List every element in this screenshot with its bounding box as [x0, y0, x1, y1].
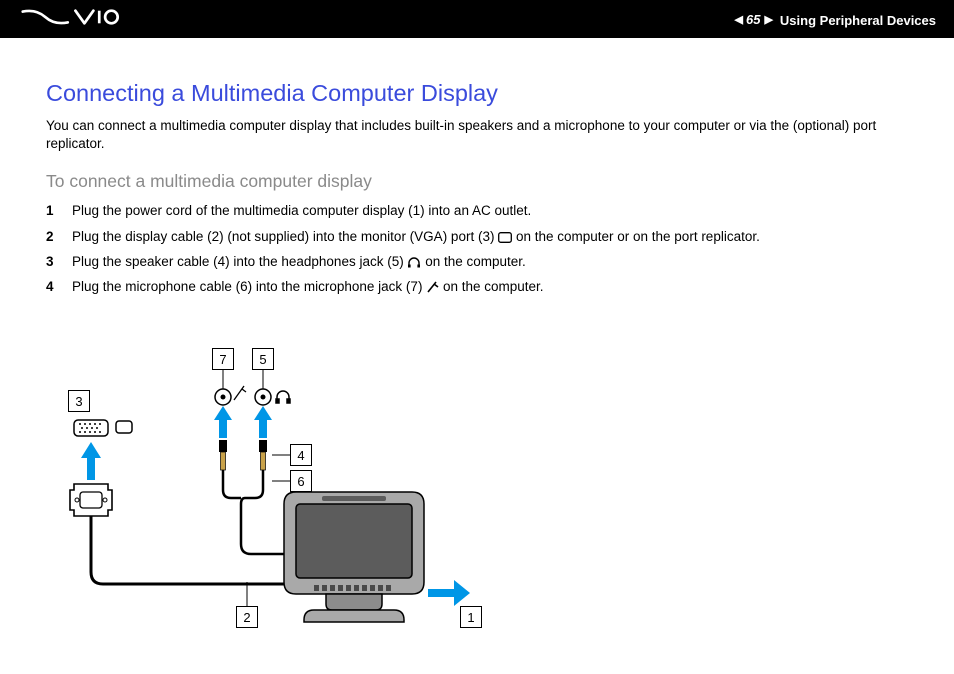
section-label: Using Peripheral Devices — [780, 13, 936, 28]
callout-2: 2 — [236, 606, 258, 628]
step-item: 4 Plug the microphone cable (6) into the … — [46, 278, 908, 296]
subtitle: To connect a multimedia computer display — [46, 171, 908, 192]
step-number: 1 — [46, 202, 58, 220]
step-text: Plug the microphone cable (6) into the m… — [72, 278, 544, 296]
page-content: Connecting a Multimedia Computer Display… — [0, 38, 954, 296]
callout-7: 7 — [212, 348, 234, 370]
step-text: Plug the speaker cable (4) into the head… — [72, 253, 526, 271]
step-item: 2 Plug the display cable (2) (not supplie… — [46, 228, 908, 246]
callout-6: 6 — [290, 470, 312, 492]
step-text: Plug the display cable (2) (not supplied… — [72, 228, 760, 246]
callout-4: 4 — [290, 444, 312, 466]
step-item: 3 Plug the speaker cable (4) into the hea… — [46, 253, 908, 271]
steps-list: 1 Plug the power cord of the multimedia c… — [46, 202, 908, 296]
callout-3: 3 — [68, 390, 90, 412]
prev-page-icon[interactable]: ◀ — [735, 13, 742, 26]
header-right: ◀ 65 ▶ Using Peripheral Devices — [735, 11, 936, 28]
page-nav: ◀ 65 ▶ — [735, 12, 772, 27]
next-page-icon[interactable]: ▶ — [764, 13, 771, 26]
page-number: 65 — [746, 12, 760, 27]
step-number: 3 — [46, 253, 58, 271]
monitor-icon — [498, 229, 512, 244]
headphone-icon — [407, 254, 421, 269]
step-text: Plug the power cord of the multimedia co… — [72, 202, 531, 220]
callout-5: 5 — [252, 348, 274, 370]
mic-icon — [426, 279, 439, 294]
connection-diagram: 1 2 3 4 5 6 7 — [64, 342, 544, 652]
callout-1: 1 — [460, 606, 482, 628]
page-title: Connecting a Multimedia Computer Display — [46, 80, 908, 107]
header-bar: ◀ 65 ▶ Using Peripheral Devices — [0, 0, 954, 38]
step-item: 1 Plug the power cord of the multimedia c… — [46, 202, 908, 220]
vaio-logo — [20, 8, 120, 31]
step-number: 4 — [46, 278, 58, 296]
intro-paragraph: You can connect a multimedia computer di… — [46, 117, 908, 153]
step-number: 2 — [46, 228, 58, 246]
